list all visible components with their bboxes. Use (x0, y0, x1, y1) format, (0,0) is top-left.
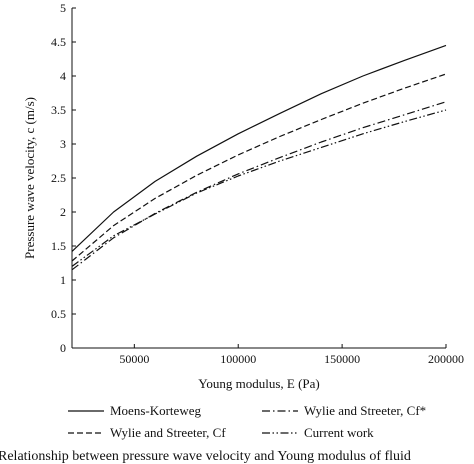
y-tick-label: 3 (60, 137, 66, 151)
series-line-4 (71, 109, 447, 267)
series-line-3 (71, 101, 447, 271)
y-axis-label: Pressure wave velocity, c (m/s) (22, 97, 37, 259)
x-tick-label: 50000 (119, 352, 149, 366)
y-tick-label: 0 (60, 341, 66, 355)
legend-label: Wylie and Streeter, Cf (110, 425, 226, 440)
y-tick-label: 2.5 (51, 171, 66, 185)
y-axis-ticks: 0 0.5 1 1.5 2 2.5 3 3.5 4 4.5 5 (51, 1, 76, 355)
x-tick-label: 100000 (220, 352, 256, 366)
legend-label: Current work (304, 425, 374, 440)
series-lines (71, 44, 447, 271)
legend-label: Moens-Korteweg (110, 403, 201, 418)
y-tick-label: 4.5 (51, 35, 66, 49)
y-tick-label: 3.5 (51, 103, 66, 117)
y-tick-label: 2 (60, 205, 66, 219)
x-axis-ticks: 50000 100000 150000 200000 (119, 344, 464, 366)
x-axis-label: Young modulus, E (Pa) (198, 376, 319, 391)
series-line-2 (71, 73, 447, 262)
legend: Moens-Korteweg Wylie and Streeter, Cf Wyli… (68, 403, 426, 440)
y-tick-label: 0.5 (51, 307, 66, 321)
legend-label: Wylie and Streeter, Cf* (304, 403, 426, 418)
figure-caption: Relationship between pressure wave veloc… (0, 449, 411, 464)
y-tick-label: 4 (60, 69, 66, 83)
x-tick-label: 150000 (324, 352, 360, 366)
y-tick-label: 1.5 (51, 239, 66, 253)
series-line-1 (71, 44, 447, 252)
x-tick-label: 200000 (428, 352, 464, 366)
plot-frame (71, 8, 446, 349)
y-tick-label: 1 (60, 273, 66, 287)
y-tick-label: 5 (60, 1, 66, 15)
